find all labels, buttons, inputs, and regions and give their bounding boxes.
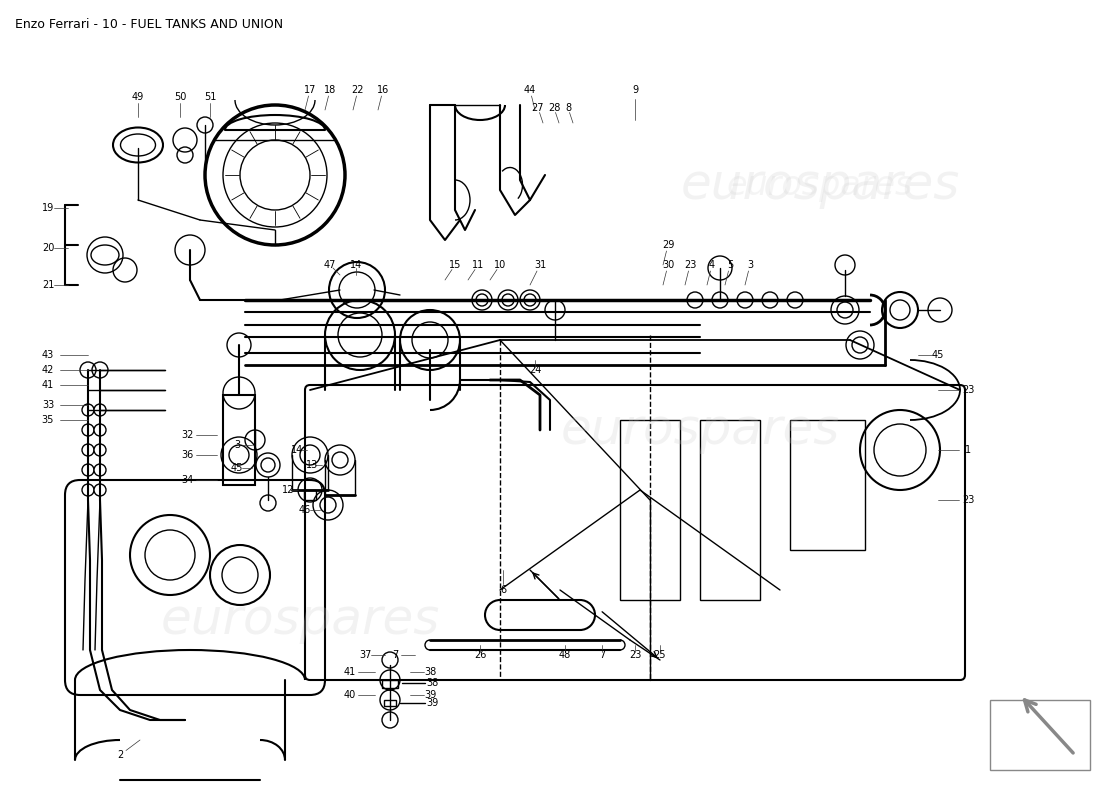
Text: 3: 3 [234,440,240,450]
Text: 16: 16 [377,85,389,95]
Text: 5: 5 [727,260,733,270]
Text: 21: 21 [42,280,54,290]
Text: 2: 2 [117,750,123,760]
Circle shape [82,464,94,476]
Circle shape [82,484,94,496]
Text: 11: 11 [472,260,484,270]
Circle shape [94,484,106,496]
Text: 20: 20 [42,243,54,253]
Text: 43: 43 [42,350,54,360]
Text: 30: 30 [662,260,674,270]
Text: eurospares: eurospares [161,596,440,644]
Circle shape [82,404,94,416]
Text: eurospares: eurospares [727,169,913,202]
Text: 23: 23 [961,495,975,505]
Text: 7: 7 [598,650,605,660]
Text: 45: 45 [932,350,944,360]
Text: 25: 25 [653,650,667,660]
Bar [304,490,316,500]
Text: 1: 1 [965,445,971,455]
Text: 50: 50 [174,92,186,102]
Text: 46: 46 [299,505,311,515]
Text: 39: 39 [426,698,438,708]
Text: 38: 38 [424,667,436,677]
Text: 33: 33 [42,400,54,410]
Circle shape [94,444,106,456]
Text: 42: 42 [42,365,54,375]
Text: 34: 34 [180,475,194,485]
Bar [620,420,680,600]
Text: 26: 26 [474,650,486,660]
Text: 29: 29 [662,240,674,250]
Text: 3: 3 [747,260,754,270]
Circle shape [852,337,868,353]
Text: 44: 44 [524,85,536,95]
Text: 35: 35 [42,415,54,425]
Circle shape [94,404,106,416]
Text: 23: 23 [684,260,696,270]
Text: 32: 32 [180,430,194,440]
Text: 22: 22 [352,85,364,95]
Text: 38: 38 [426,678,438,688]
Bar [382,680,398,688]
Bar [223,395,255,485]
Text: 8: 8 [565,103,571,113]
Circle shape [82,444,94,456]
Text: 41: 41 [42,380,54,390]
Text: 27: 27 [531,103,544,113]
Bar [790,420,865,550]
Circle shape [82,424,94,436]
Bar [384,700,396,706]
Text: 49: 49 [132,92,144,102]
Text: 17: 17 [304,85,316,95]
Text: 48: 48 [559,650,571,660]
Text: 9: 9 [631,85,638,95]
Text: 14: 14 [290,445,304,455]
Text: 13: 13 [306,460,318,470]
Text: 23: 23 [961,385,975,395]
Text: eurospares: eurospares [681,161,959,209]
Circle shape [94,424,106,436]
Text: 39: 39 [424,690,436,700]
Text: 10: 10 [494,260,506,270]
Text: 37: 37 [359,650,371,660]
Text: 28: 28 [548,103,560,113]
Text: 15: 15 [449,260,461,270]
Text: 14: 14 [350,260,362,270]
Circle shape [94,464,106,476]
Text: Enzo Ferrari - 10 - FUEL TANKS AND UNION: Enzo Ferrari - 10 - FUEL TANKS AND UNION [15,18,283,31]
Bar [700,420,760,600]
Text: 40: 40 [344,690,356,700]
Text: 23: 23 [629,650,641,660]
Text: 51: 51 [204,92,217,102]
Text: 7: 7 [392,650,398,660]
Text: 45: 45 [231,463,243,473]
Text: 41: 41 [344,667,356,677]
Text: 47: 47 [323,260,337,270]
Text: 18: 18 [323,85,337,95]
Text: 24: 24 [529,365,541,375]
Text: 36: 36 [180,450,194,460]
Text: 31: 31 [534,260,546,270]
Text: 6: 6 [499,585,506,595]
Text: 4: 4 [708,260,715,270]
Text: 19: 19 [42,203,54,213]
Circle shape [837,302,852,318]
Text: eurospares: eurospares [560,406,839,454]
Text: 12: 12 [282,485,294,495]
